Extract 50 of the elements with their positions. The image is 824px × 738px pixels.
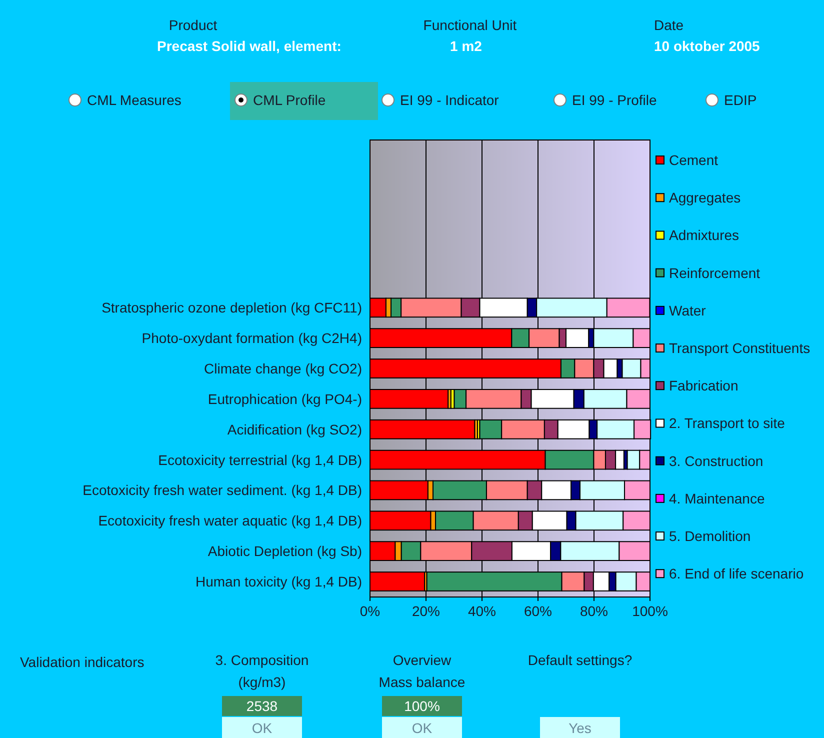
y-tick-label: Human toxicity (kg 1,4 DB) (196, 573, 362, 590)
text: 1 m2 (450, 38, 482, 54)
text: CML Measures (87, 92, 182, 108)
x-tick-label: 100% (632, 603, 668, 619)
text: 3. Composition (215, 652, 309, 668)
legend-label: Water (669, 302, 706, 318)
text: Overview (392, 652, 452, 668)
legend-label: Cement (669, 152, 718, 168)
y-tick-label: Ecotoxicity fresh water aquatic (kg 1,4 DB) (98, 512, 362, 529)
x-tick-label: 40% (468, 603, 496, 619)
text: CML Profile (253, 92, 326, 108)
legend-label: Fabrication (669, 378, 738, 394)
x-tick-label: 20% (412, 603, 440, 619)
y-tick-label: Ecotoxicity fresh water sediment. (kg 1,4 DB) (82, 482, 362, 498)
text: OK (412, 720, 433, 736)
text: 100% (404, 698, 440, 714)
text: 2538 (246, 698, 278, 714)
text: Precast Solid wall, element: (157, 38, 342, 54)
legend-label: 5. Demolition (669, 528, 751, 544)
y-tick-label: Stratospheric ozone depletion (kg CFC11) (102, 300, 362, 316)
legend-label: 6. End of life scenario (669, 566, 804, 582)
y-tick-label: Photo-oxydant formation (kg C2H4) (142, 330, 362, 346)
legend-label: Reinforcement (669, 264, 760, 281)
x-tick-label: 0% (360, 603, 380, 619)
text: (kg/m3) (238, 674, 286, 690)
text: Mass balance (378, 674, 466, 690)
text: Yes (568, 720, 592, 736)
y-tick-label: Acidification (kg SO2) (227, 421, 362, 438)
legend-label: Transport Constituents (669, 340, 810, 356)
text: EI 99 - Profile (572, 92, 658, 108)
text: Default settings? (528, 652, 632, 668)
text: 10 oktober 2005 (654, 38, 760, 54)
y-tick-label: Ecotoxicity terrestrial (kg 1,4 DB) (158, 452, 362, 468)
legend-label: 3. Construction (669, 452, 764, 469)
y-tick-label: Eutrophication (kg PO4-) (208, 390, 362, 407)
text: Functional Unit (423, 17, 517, 33)
legend-label: 4. Maintenance (669, 490, 765, 506)
text: Validation indicators (20, 654, 144, 670)
x-tick-label: 60% (524, 603, 552, 619)
text: Date (654, 17, 684, 33)
text: EDIP (724, 92, 757, 108)
y-tick-label: Abiotic Depletion (kg Sb) (208, 543, 362, 560)
legend-label: 2. Transport to site (669, 415, 786, 432)
text: Product (168, 17, 218, 33)
text: EI 99 - Indicator (400, 92, 500, 108)
legend-label: Aggregates (669, 190, 741, 206)
y-tick-label: Climate change (kg CO2) (204, 360, 362, 376)
text: OK (252, 720, 273, 736)
x-tick-label: 80% (580, 603, 608, 619)
legend-label: Admixtures (669, 227, 740, 244)
